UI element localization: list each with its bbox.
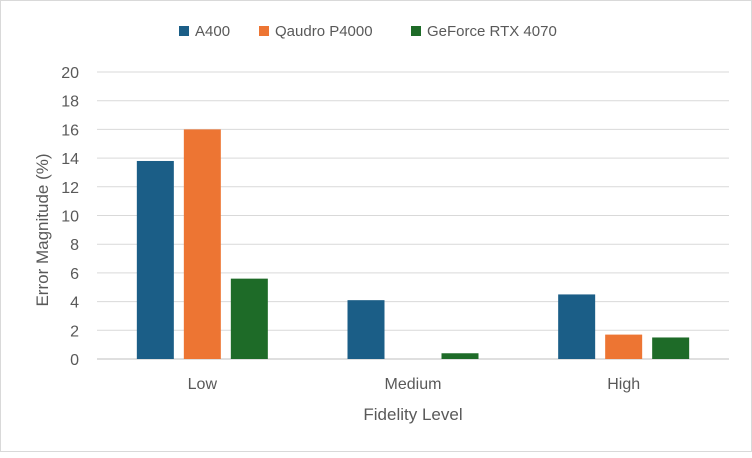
bar-geforce-rtx-4070-high	[652, 337, 690, 359]
y-tick-label: 10	[61, 209, 79, 226]
x-axis-ticks: Low Medium High	[188, 376, 640, 393]
bar-a400-low	[136, 160, 174, 359]
x-axis-label: Fidelity Level	[363, 405, 462, 424]
bar-qaudro-p4000-high	[605, 334, 643, 359]
bar-geforce-rtx-4070-medium	[441, 353, 479, 359]
y-tick-label: 20	[61, 65, 79, 82]
y-tick-label: 16	[61, 122, 79, 139]
legend: A400 Qaudro P4000 GeForce RTX 4070	[179, 23, 557, 40]
legend-swatch	[259, 26, 269, 36]
y-tick-label: 12	[61, 180, 79, 197]
y-axis-label: Error Magnitude (%)	[33, 153, 52, 306]
legend-label: Qaudro P4000	[275, 23, 373, 40]
bar-a400-medium	[347, 300, 385, 359]
y-tick-label: 0	[70, 352, 79, 369]
x-tick-label: Low	[188, 376, 218, 393]
y-axis-ticks: 0 2 4 6 8 10 12 14 16 18 20	[61, 65, 79, 369]
y-tick-label: 14	[61, 151, 79, 168]
bar-geforce-rtx-4070-low	[230, 278, 268, 359]
y-tick-label: 4	[70, 295, 79, 312]
legend-label: A400	[195, 23, 230, 40]
y-tick-label: 8	[70, 237, 79, 254]
bar-a400-high	[558, 294, 596, 359]
x-tick-label: Medium	[385, 376, 442, 393]
legend-swatch	[179, 26, 189, 36]
y-tick-label: 2	[70, 323, 79, 340]
y-tick-label: 6	[70, 266, 79, 283]
bars	[136, 129, 690, 359]
bar-qaudro-p4000-low	[183, 129, 221, 359]
x-tick-label: High	[607, 376, 640, 393]
y-tick-label: 18	[61, 94, 79, 111]
legend-label: GeForce RTX 4070	[427, 23, 557, 40]
legend-swatch	[411, 26, 421, 36]
